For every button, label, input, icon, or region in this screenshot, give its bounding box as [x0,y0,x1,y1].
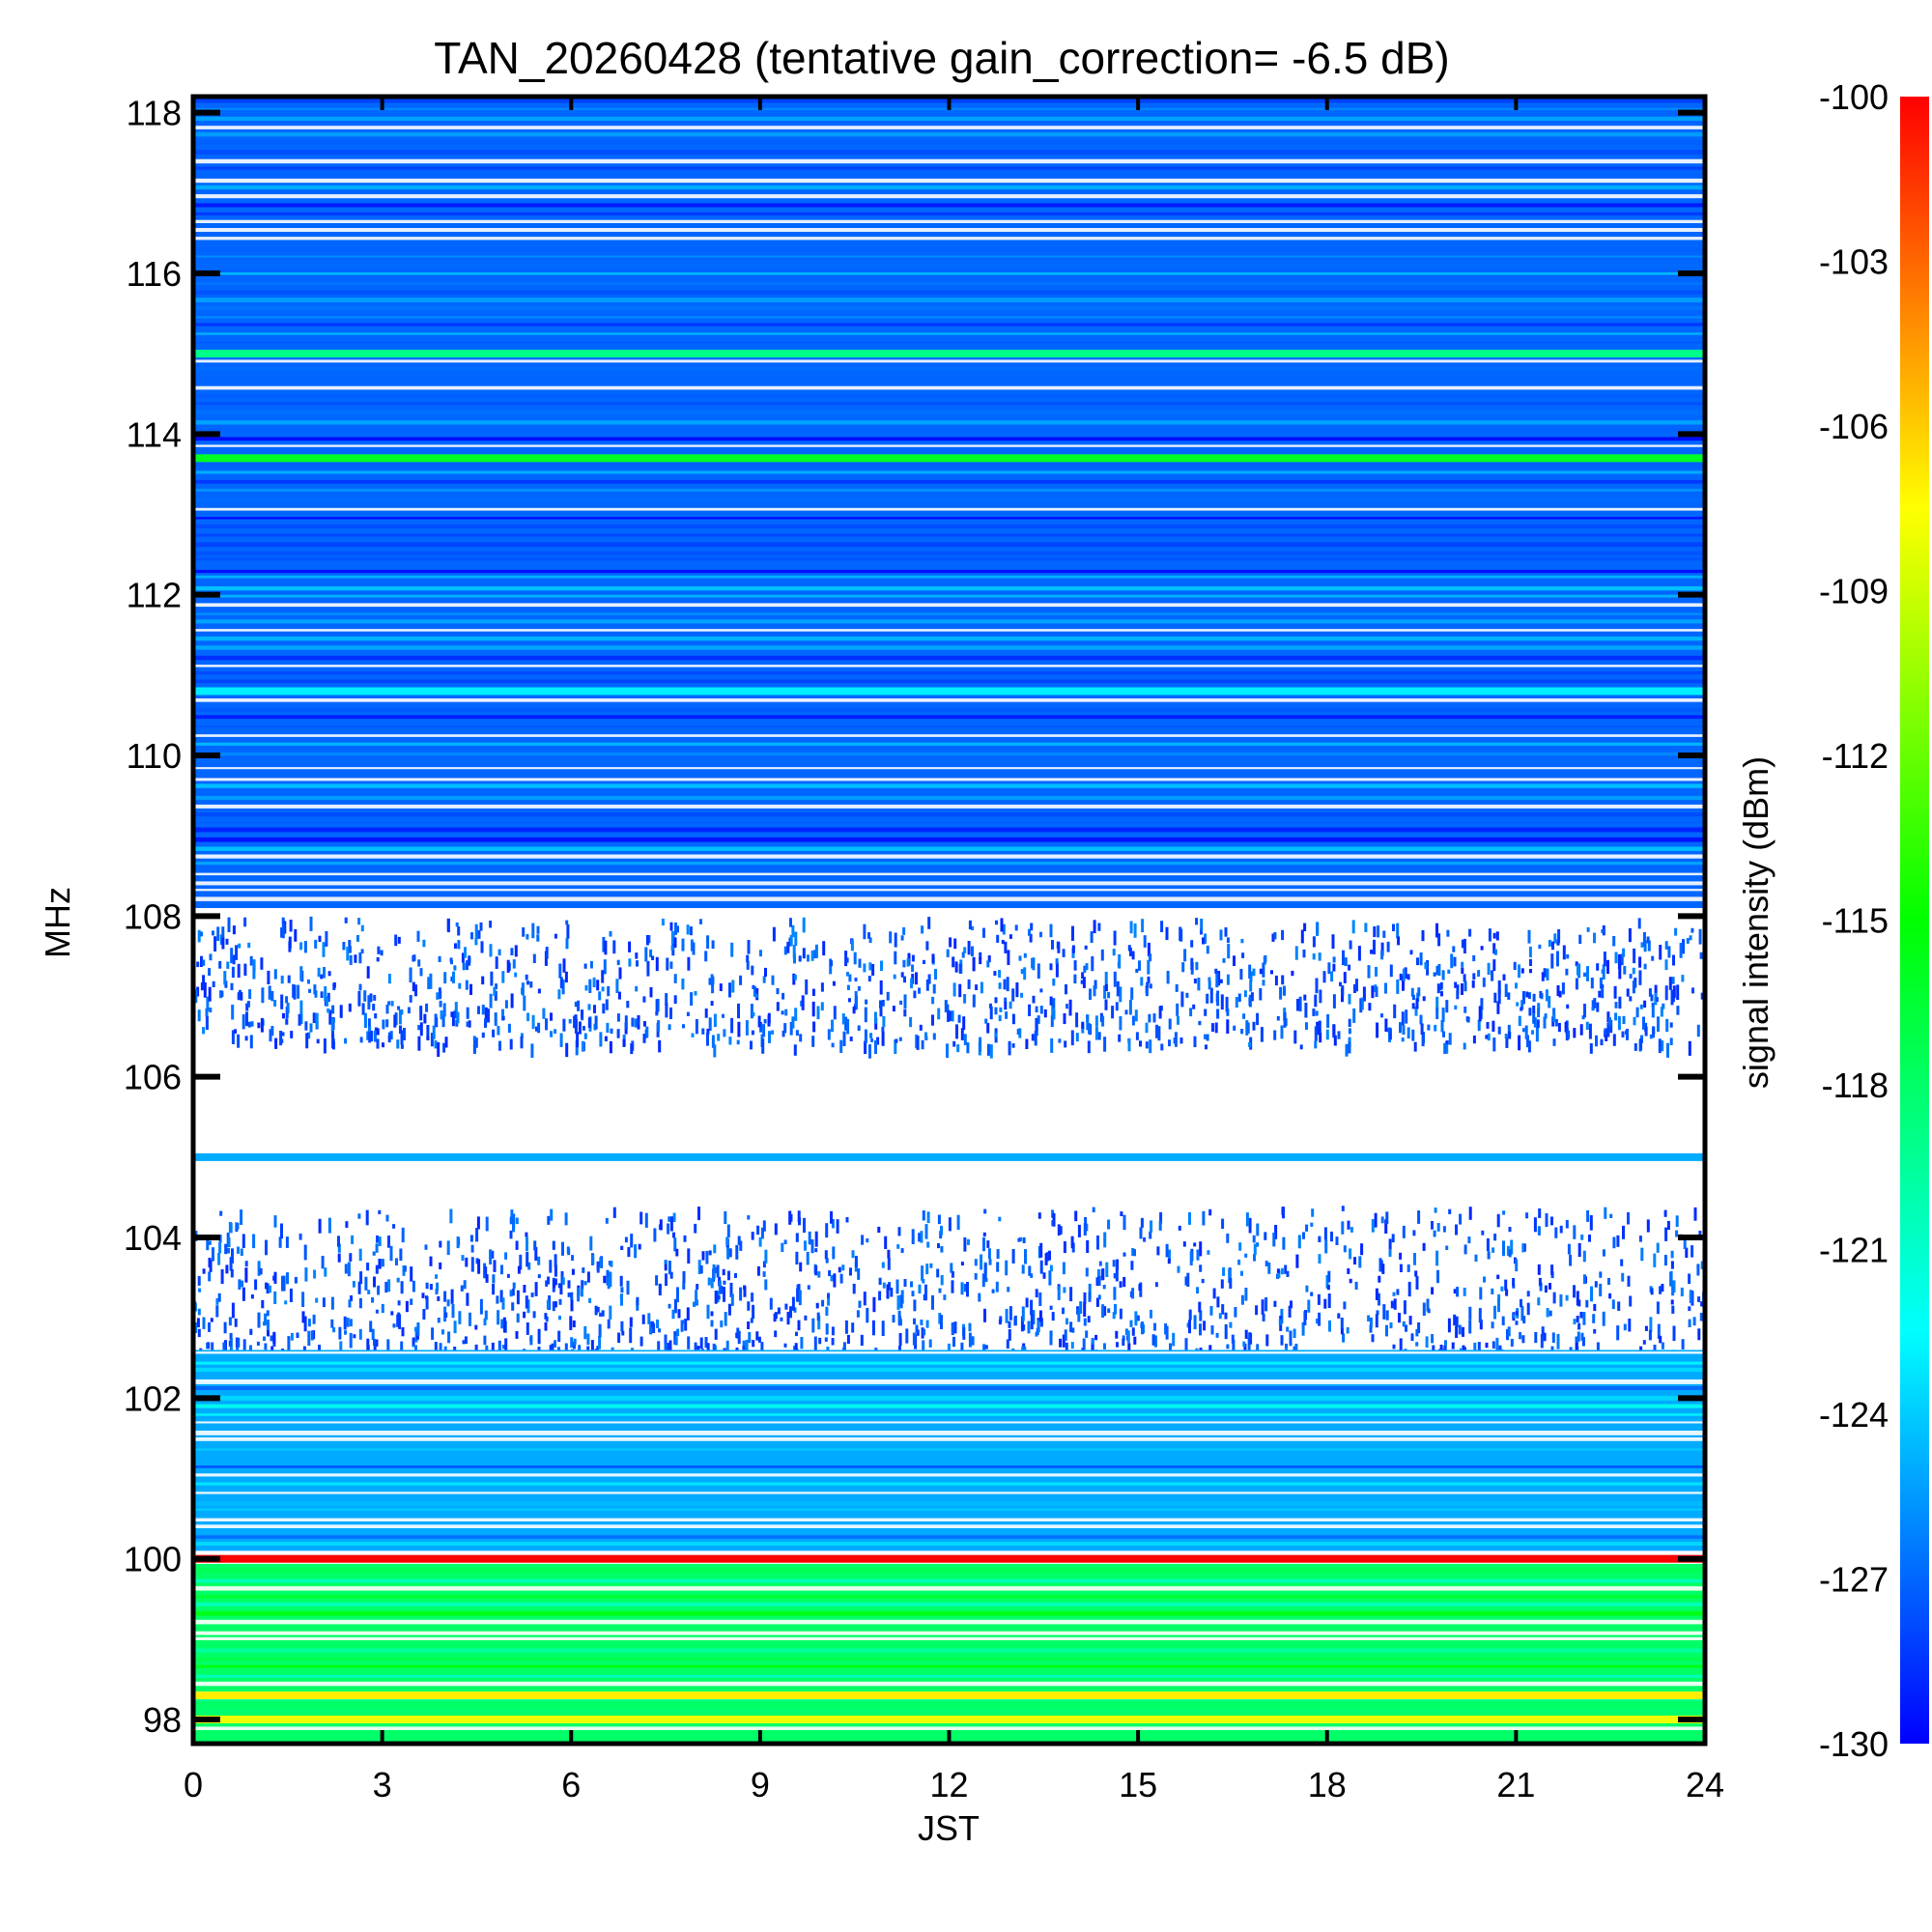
x-tick-label: 24 [1686,1765,1724,1804]
colorbar-tick-label: -130 [1819,1724,1889,1764]
y-tick-label: 102 [124,1378,182,1418]
colorbar-tick-label: -100 [1819,77,1889,117]
chart-title: TAN_20260428 (tentative gain_correction=… [434,33,1449,83]
colorbar-tick-label: -103 [1819,242,1889,282]
colorbar-tick-label: -115 [1822,901,1889,941]
heatmap-band [194,916,1707,1059]
x-axis-ticks: 0 3 6 9 12 15 18 21 24 [184,97,1724,1804]
colorbar [1900,97,1929,1744]
colorbar-tick-label: -109 [1819,572,1889,611]
colorbar-tick-label: -121 [1819,1231,1889,1270]
signal-line [193,1691,1705,1700]
colorbar-tick-label: -124 [1819,1395,1889,1435]
colorbar-tick-label: -106 [1819,407,1889,446]
heatmap-band [193,1350,1705,1551]
heatmap-area [193,97,1707,1744]
colorbar-ticks: -100 -103 -106 -109 -112 -115 -118 -121 -124 -127… [1819,77,1889,1764]
y-tick-label: 104 [124,1218,182,1258]
heatmap-band [193,1206,1707,1365]
signal-line [193,1152,1705,1161]
y-tick-label: 112 [127,576,182,615]
y-tick-label: 110 [127,736,182,776]
x-tick-label: 9 [751,1765,770,1804]
y-tick-label: 108 [124,896,182,936]
heatmap-band [193,97,1705,909]
x-tick-label: 0 [184,1765,203,1804]
signal-line [193,1554,1705,1563]
y-tick-label: 118 [127,94,182,133]
colorbar-tick-label: -112 [1822,736,1889,776]
x-tick-label: 21 [1496,1765,1535,1804]
signal-line [193,687,1705,696]
x-tick-label: 3 [373,1765,392,1804]
x-tick-label: 15 [1119,1765,1157,1804]
x-tick-label: 6 [561,1765,581,1804]
heatmap-band [193,1558,1705,1744]
x-tick-label: 12 [929,1765,968,1804]
signal-line [193,454,1705,463]
colorbar-tick-label: -118 [1822,1065,1889,1105]
x-axis-label: JST [918,1808,980,1848]
y-tick-label: 98 [143,1700,182,1740]
y-tick-label: 114 [127,414,182,454]
y-tick-label: 106 [124,1058,182,1097]
y-tick-label: 100 [124,1540,182,1579]
signal-line [193,1716,1705,1723]
signal-line [193,350,1705,358]
colorbar-tick-label: -127 [1819,1560,1889,1600]
signal-lines [193,350,1705,1723]
x-tick-label: 18 [1308,1765,1347,1804]
y-axis-ticks: 98 100 102 104 106 108 110 112 114 116 118 [124,94,1705,1740]
colorbar-label: signal intensity (dBm) [1736,756,1776,1089]
y-axis-label: MHz [38,887,77,958]
y-tick-label: 116 [127,254,182,294]
